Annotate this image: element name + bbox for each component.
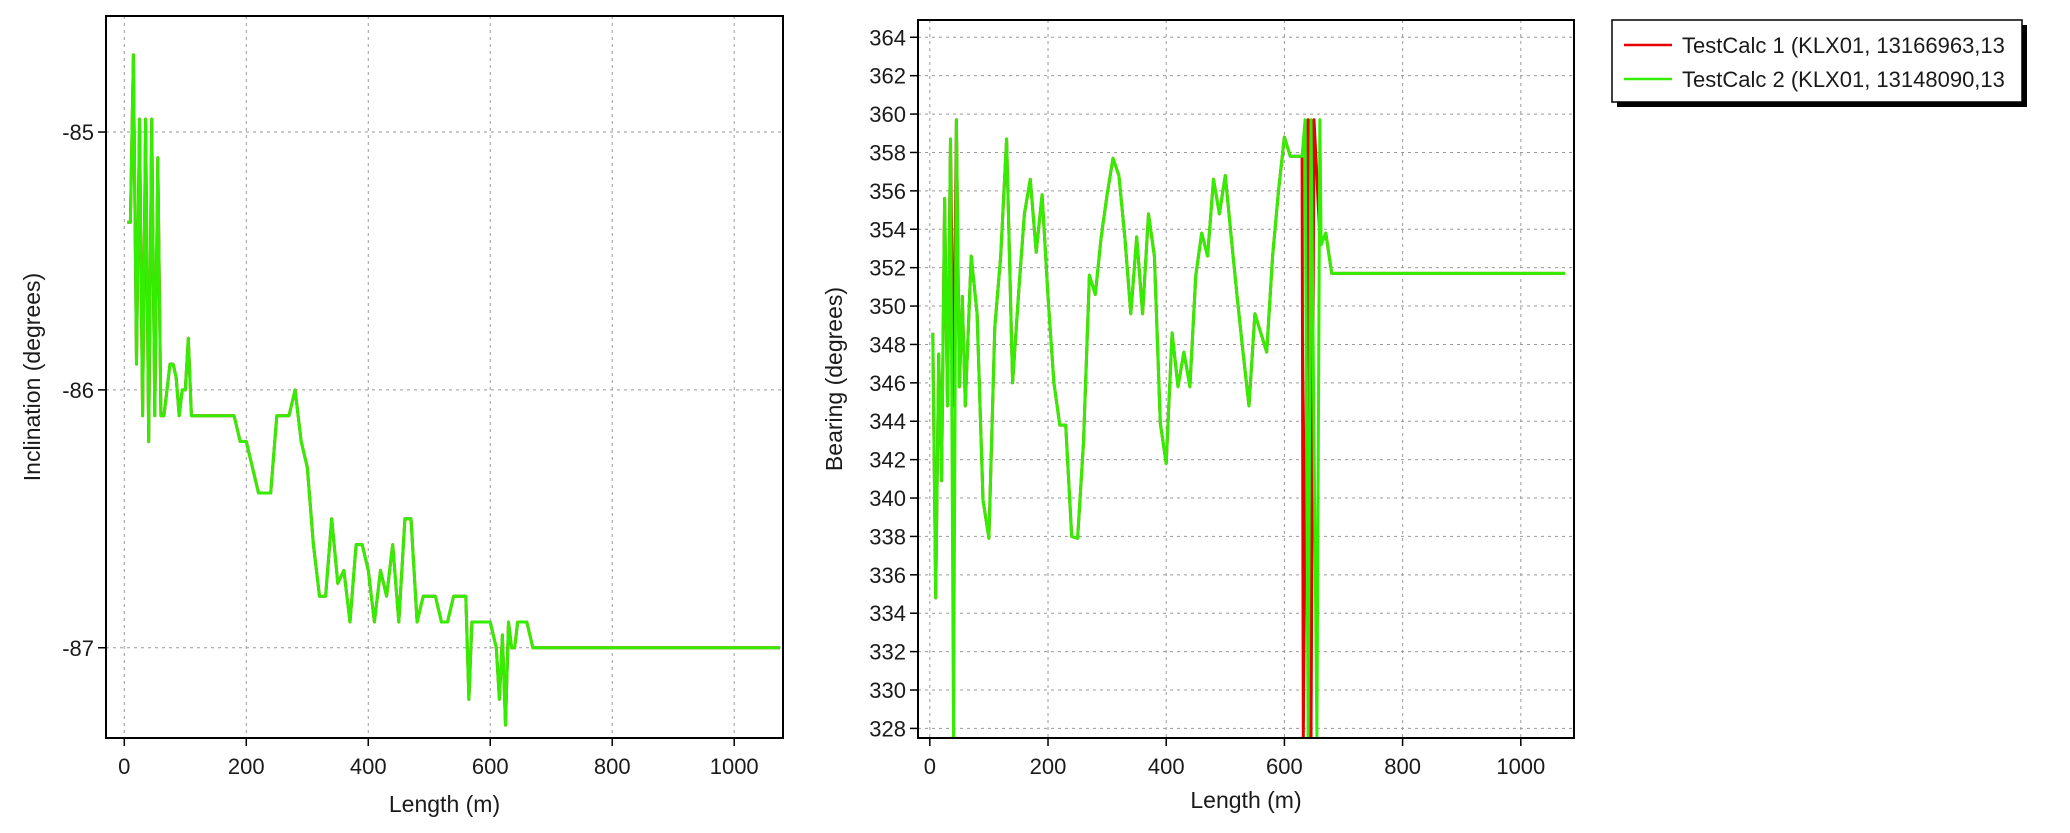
x-tick-label: 200 — [1030, 754, 1067, 779]
x-tick-label: 0 — [924, 754, 936, 779]
chart-legend: TestCalc 1 (KLX01, 13166963,13 TestCalc 2… — [1611, 19, 2027, 107]
y-axis-title: Inclination (degrees) — [19, 273, 45, 481]
x-tick-label: 200 — [228, 754, 265, 779]
y-tick-label: 350 — [869, 294, 906, 319]
y-tick-label: 342 — [869, 448, 906, 473]
inclination-chart: 0 200 400 600 800 1000 -85 -86 -87 Length (m) Incl… — [19, 15, 784, 817]
x-tick-label: 1000 — [710, 754, 759, 779]
x-tick-label: 800 — [594, 754, 631, 779]
y-tick-label: 332 — [869, 640, 906, 665]
x-tick-label: 600 — [472, 754, 509, 779]
y-tick-label: 352 — [869, 256, 906, 281]
series-line-1 — [931, 118, 1566, 738]
y-tick-label: 336 — [869, 563, 906, 588]
y-tick-label: 364 — [869, 25, 906, 50]
y-tick-label: 334 — [869, 601, 906, 626]
y-tick-label: 362 — [869, 64, 906, 89]
x-tick-label: 400 — [350, 754, 387, 779]
legend-entry: TestCalc 2 (KLX01, 13148090,13 — [1682, 67, 2005, 92]
legend-entry: TestCalc 1 (KLX01, 13166963,13 — [1682, 33, 2005, 58]
y-tick-label: 328 — [869, 716, 906, 741]
plot-frame — [105, 15, 784, 739]
y-tick-label: 356 — [869, 179, 906, 204]
series-line-2 — [127, 53, 780, 727]
y-tick-label: -85 — [62, 120, 94, 145]
y-tick-label: 360 — [869, 102, 906, 127]
y-tick-label: 348 — [869, 332, 906, 357]
y-tick-label: 354 — [869, 217, 906, 242]
bearing-chart: 0 200 400 600 800 1000 328 330 332 334 336 338 340 34… — [821, 19, 1575, 813]
y-axis-title: Bearing (degrees) — [821, 287, 847, 471]
x-tick-label: 600 — [1266, 754, 1303, 779]
x-axis-title: Length (m) — [1190, 787, 1301, 813]
y-tick-label: 330 — [869, 678, 906, 703]
series-line-2 — [931, 118, 1566, 738]
x-tick-label: 400 — [1148, 754, 1185, 779]
y-tick-label: 358 — [869, 140, 906, 165]
x-tick-label: 1000 — [1496, 754, 1545, 779]
x-tick-label: 800 — [1384, 754, 1421, 779]
x-axis-title: Length (m) — [389, 791, 500, 817]
x-tick-label: 0 — [118, 754, 130, 779]
y-tick-label: 344 — [869, 409, 906, 434]
y-tick-label: 346 — [869, 371, 906, 396]
y-tick-label: -86 — [62, 378, 94, 403]
y-tick-label: 338 — [869, 524, 906, 549]
y-tick-label: -87 — [62, 636, 94, 661]
y-tick-label: 340 — [869, 486, 906, 511]
legend-box — [1611, 19, 2023, 103]
plot-frame — [917, 19, 1575, 739]
